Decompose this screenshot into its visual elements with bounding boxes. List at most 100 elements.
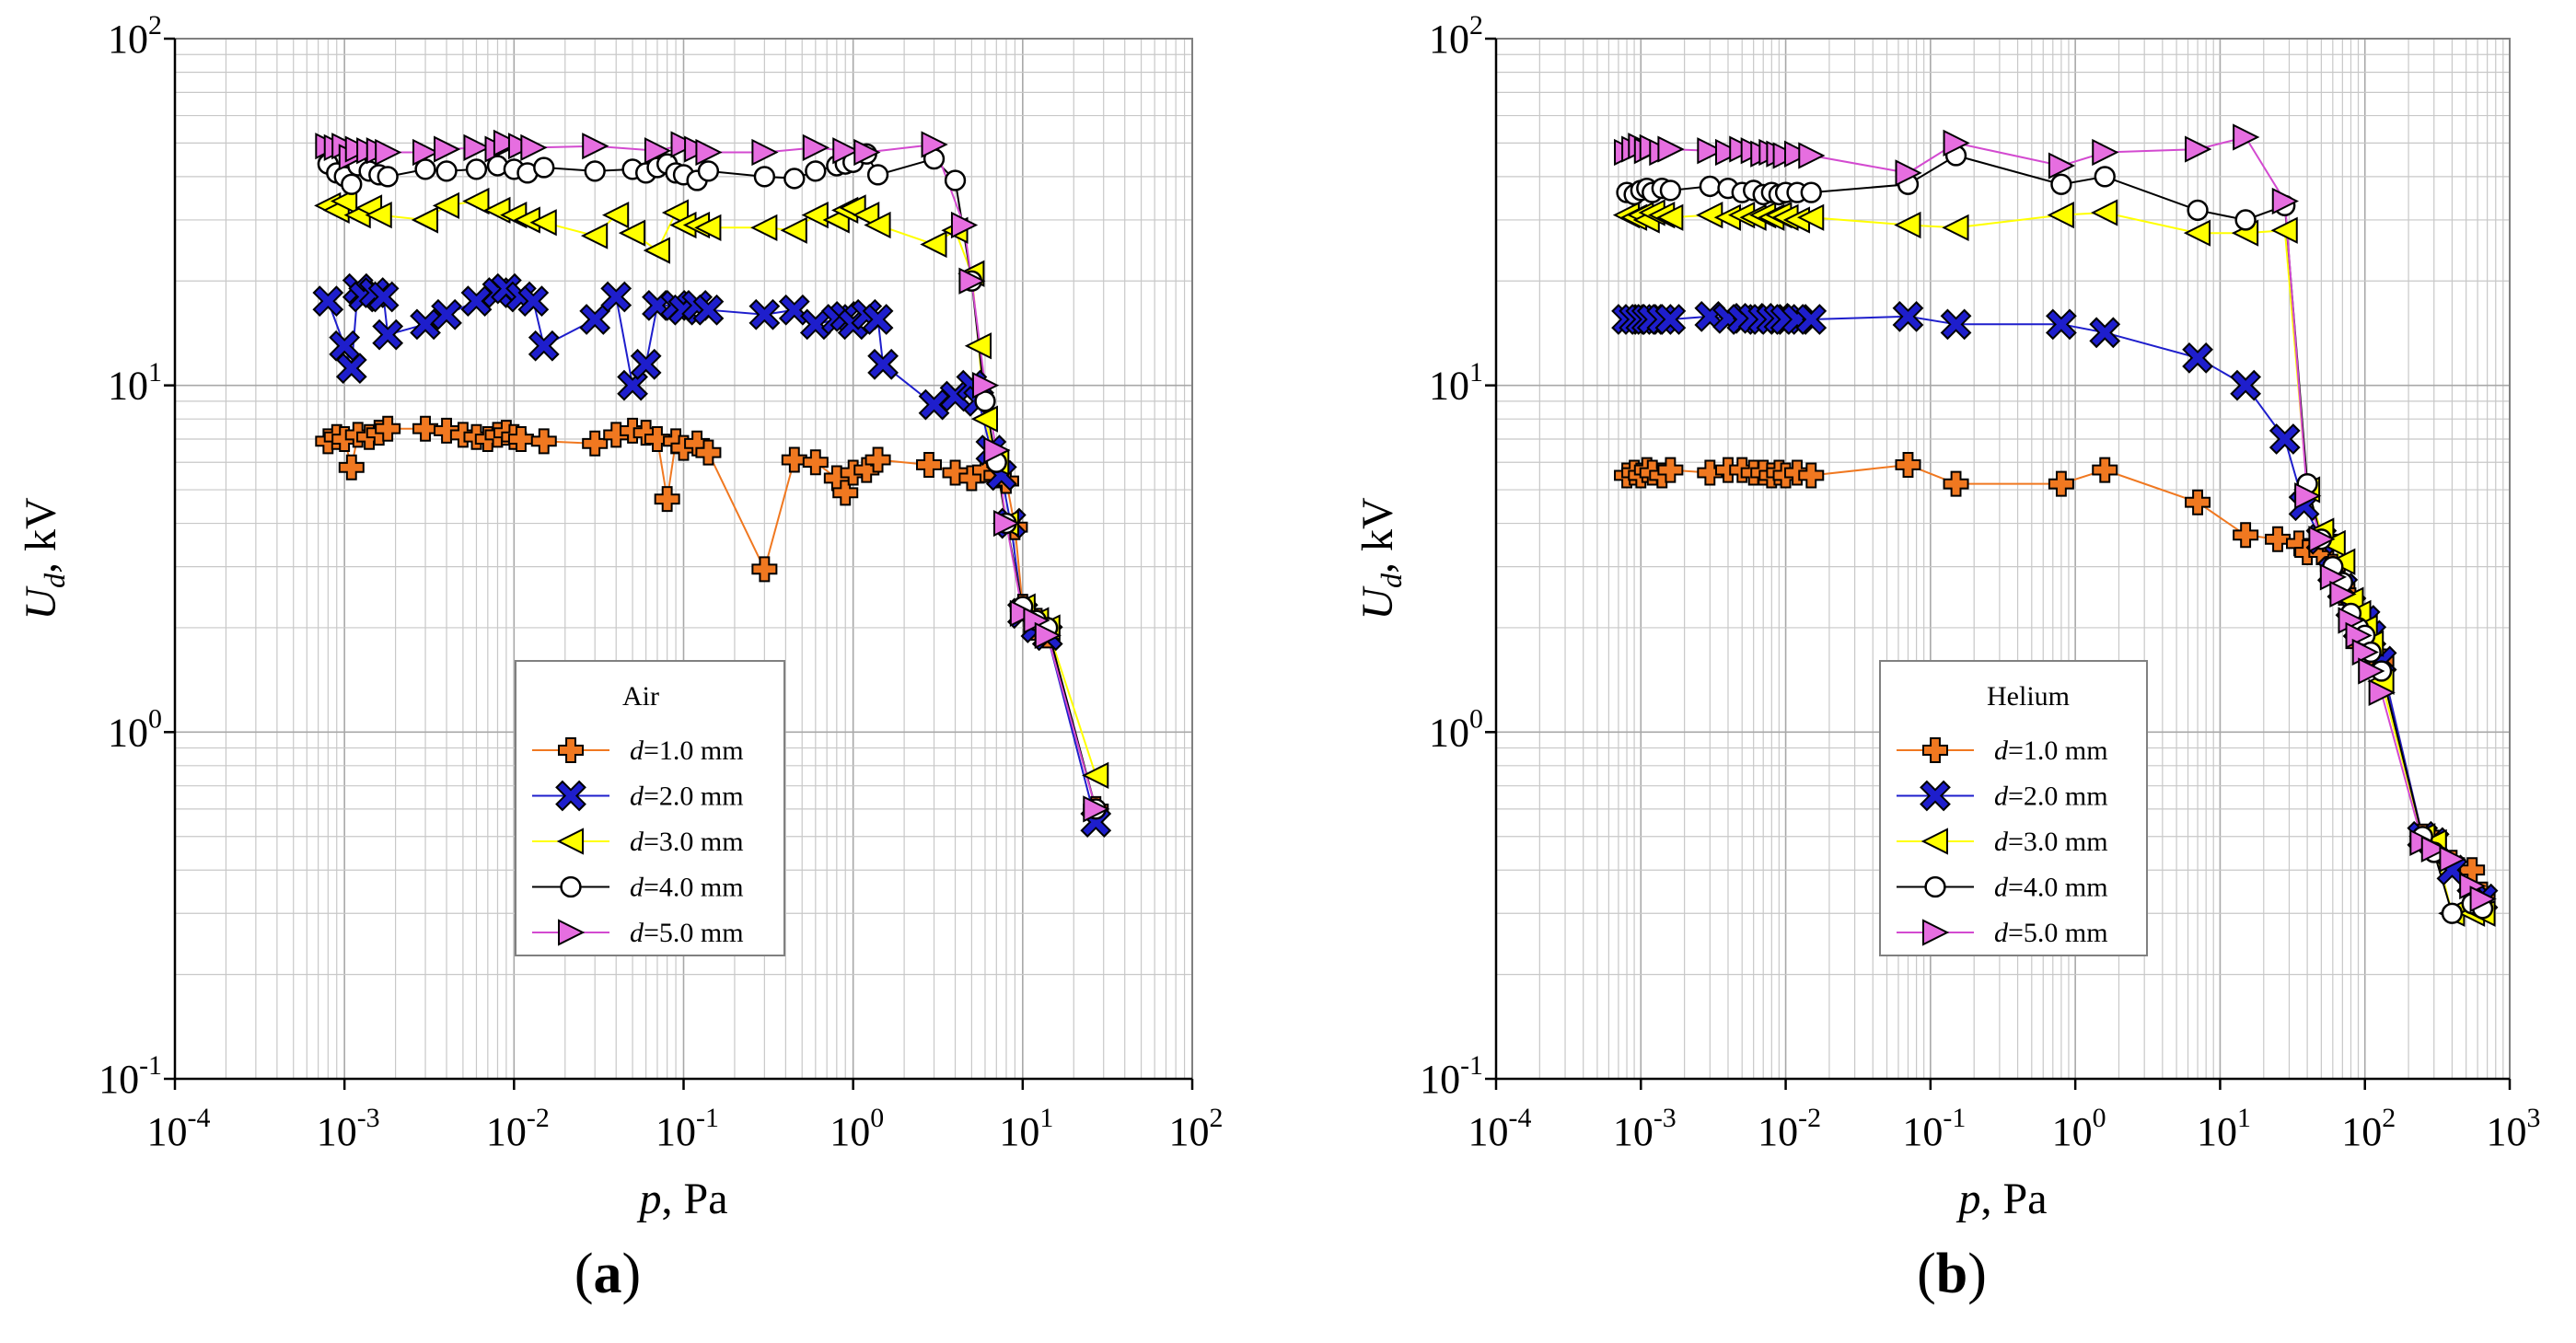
data-point xyxy=(992,509,1021,538)
data-point xyxy=(1697,137,1724,165)
panel-label-open: ( xyxy=(1917,1243,1936,1305)
data-point xyxy=(2271,187,2299,215)
data-point xyxy=(654,486,680,513)
data-point xyxy=(1083,795,1110,823)
marker-x-fill-b xyxy=(315,288,342,315)
data-point xyxy=(748,298,781,330)
y-axis-title: Ud, kV xyxy=(17,497,71,620)
x-tick-label: 10-4 xyxy=(147,1103,211,1154)
legend-marker xyxy=(555,780,586,812)
marker-x-fill-b xyxy=(520,288,547,315)
tick-exponent: -1 xyxy=(1460,1050,1483,1081)
data-point xyxy=(2092,457,2118,483)
tick-exponent: -1 xyxy=(139,1050,162,1081)
data-point xyxy=(412,415,439,442)
y-axis-title-unit: , kV xyxy=(1353,497,1402,573)
tick-exponent: -4 xyxy=(188,1103,211,1133)
x-axis-title: p, Pa xyxy=(637,1175,728,1223)
marker-x-fill-b xyxy=(582,307,609,332)
data-point xyxy=(528,330,560,362)
data-point xyxy=(1942,214,1969,241)
legend-entry-var: d xyxy=(630,781,644,812)
tick-base: 10 xyxy=(1429,710,1469,755)
tick-base: 10 xyxy=(99,1057,139,1102)
panel-label-close: ) xyxy=(1967,1243,1987,1305)
data-point xyxy=(410,308,441,341)
marker-x-fill-b xyxy=(802,311,829,338)
data-point xyxy=(753,166,776,188)
x-axis-title-var: p xyxy=(637,1175,662,1223)
data-point xyxy=(853,457,880,483)
data-point xyxy=(799,308,831,341)
data-point xyxy=(582,430,609,457)
data-point xyxy=(780,216,807,244)
data-point xyxy=(918,388,950,421)
tick-base: 10 xyxy=(1429,364,1469,409)
data-point xyxy=(432,191,460,219)
series-group xyxy=(312,129,1112,839)
y-tick-label: 101 xyxy=(1429,357,1483,409)
data-point xyxy=(620,417,646,444)
tick-exponent: 2 xyxy=(1469,10,1483,41)
data-point xyxy=(942,459,969,486)
y-axis-title: Ud, kV xyxy=(1353,497,1408,620)
x-tick-label: 100 xyxy=(830,1103,884,1154)
data-point xyxy=(1895,451,1921,478)
data-point xyxy=(1646,304,1678,335)
data-point xyxy=(2091,199,2118,226)
data-point xyxy=(517,285,550,318)
x-tick-label: 100 xyxy=(2052,1103,2106,1154)
data-point xyxy=(695,138,723,167)
tick-exponent: -3 xyxy=(1654,1103,1677,1133)
x-tick-label: 10-1 xyxy=(656,1103,719,1154)
data-point xyxy=(697,160,720,182)
legend-entry-var: d xyxy=(630,827,644,857)
y-tick-label: 100 xyxy=(108,704,162,756)
data-point xyxy=(944,169,967,191)
marker-x-fill-b xyxy=(1798,307,1825,332)
data-point xyxy=(1797,203,1825,231)
data-point xyxy=(853,138,881,167)
data-point xyxy=(2185,489,2211,515)
tick-base: 10 xyxy=(1429,17,1469,62)
data-point xyxy=(2092,138,2119,167)
chart-panel-b: 10-4 10-3 10-2 10-1 100 101 102 10310-110010110… xyxy=(1353,10,2540,1305)
legend-entry: d=3.0 mm xyxy=(630,827,744,857)
data-point xyxy=(530,428,557,455)
tick-base: 10 xyxy=(1468,1109,1509,1154)
marker-x-fill-b xyxy=(2439,857,2466,884)
tick-exponent: 1 xyxy=(1469,357,1483,388)
data-point xyxy=(2308,526,2336,553)
marker-x-fill-b xyxy=(2233,372,2259,399)
x-tick-label: 10-2 xyxy=(486,1103,550,1154)
data-point xyxy=(1654,304,1687,335)
x-tick-label: 10-2 xyxy=(1758,1103,1821,1154)
x-tick-label: 103 xyxy=(2487,1103,2541,1154)
data-point xyxy=(312,285,344,318)
tick-exponent: 3 xyxy=(2527,1103,2541,1133)
legend-entry: d=3.0 mm xyxy=(1994,827,2108,857)
data-point xyxy=(2048,470,2074,497)
marker-x-fill-b xyxy=(463,288,490,315)
legend-marker xyxy=(560,875,582,898)
x-axis-title-unit: , Pa xyxy=(1981,1175,2048,1223)
tick-exponent: 0 xyxy=(1469,704,1483,735)
x-tick-label: 102 xyxy=(2341,1103,2396,1154)
tick-base: 10 xyxy=(108,364,148,409)
tick-base: 10 xyxy=(999,1109,1039,1154)
legend-entry-value: =5.0 mm xyxy=(644,918,744,948)
data-point xyxy=(1940,308,1972,341)
data-point xyxy=(1657,135,1685,163)
legend-entry: d=4.0 mm xyxy=(1994,873,2108,903)
data-point xyxy=(600,281,632,313)
data-point xyxy=(372,318,404,351)
data-point xyxy=(1784,140,1812,168)
tick-exponent: -2 xyxy=(1798,1103,1821,1133)
data-point xyxy=(377,166,399,188)
tick-base: 10 xyxy=(486,1109,527,1154)
data-point xyxy=(431,298,462,330)
data-point xyxy=(329,330,361,362)
marker-x-fill-b xyxy=(1895,303,1921,330)
data-point xyxy=(580,222,609,249)
